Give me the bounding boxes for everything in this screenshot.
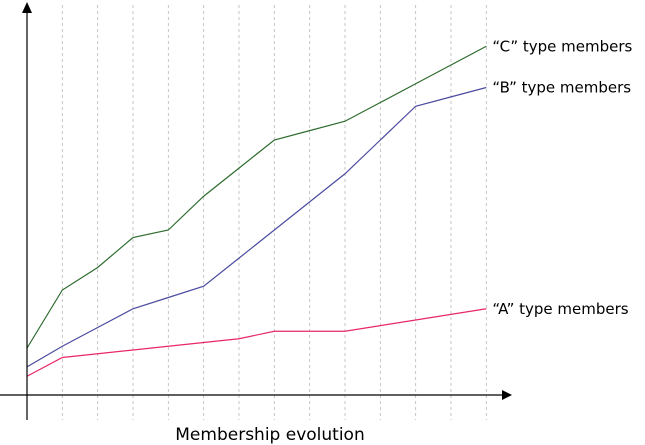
vertical-gridlines <box>61 5 487 420</box>
series-line <box>26 45 487 349</box>
series-line <box>26 86 487 368</box>
series-labels: “C” type members “B” type members “A” type… <box>492 37 632 318</box>
y-axis-arrow <box>22 2 32 13</box>
series-lines <box>26 45 487 377</box>
x-axis-arrow <box>502 390 512 400</box>
series-label: “A” type members <box>492 300 628 318</box>
series-label: “B” type members <box>492 79 631 97</box>
axes <box>0 2 512 420</box>
series-label: “C” type members <box>492 37 632 55</box>
series-line <box>26 308 487 377</box>
x-axis-label: Membership evolution <box>175 425 364 445</box>
